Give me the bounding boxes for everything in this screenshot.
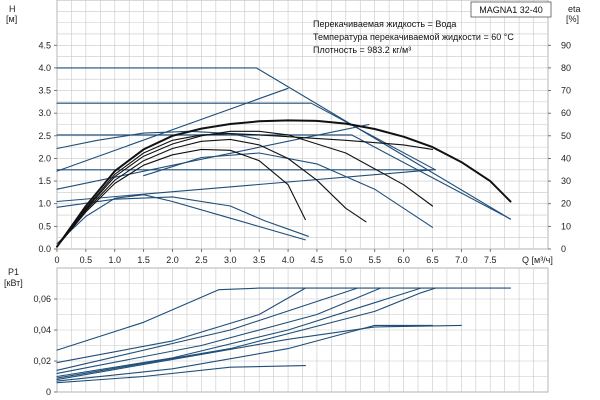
top-y2-tick-label: 60 xyxy=(561,108,571,118)
top-x-tick-label: 5.5 xyxy=(368,255,381,265)
top-chart-ticks: 0.0 0.5 1.0 1.5 2.0 2.5 3.0 3.5 4.0 4.5 0 10 20 30 40 5… xyxy=(38,40,571,265)
top-x-tick-label: 0.5 xyxy=(80,255,93,265)
top-y2-tick-label: 10 xyxy=(561,221,571,231)
top-x-tick-label: 4.0 xyxy=(282,255,295,265)
annotation-temperature: Температура перекачиваемой жидкости = 60… xyxy=(313,32,514,42)
top-y-tick-label: 0.0 xyxy=(38,244,51,254)
top-series-line-1 xyxy=(56,67,512,220)
top-series-line-13 xyxy=(56,138,367,248)
top-y2-tick-label: 70 xyxy=(561,86,571,96)
bottom-y-tick-label: 0 xyxy=(46,387,51,397)
top-series-line-2 xyxy=(56,102,436,171)
top-y-tick-label: 1.5 xyxy=(38,176,51,186)
top-y-tick-label: 2.5 xyxy=(38,131,51,141)
bottom-series-line-5 xyxy=(56,287,422,378)
top-y-tick-label: 2.0 xyxy=(38,153,51,163)
top-series-line-15 xyxy=(56,133,434,248)
bottom-chart-series xyxy=(56,287,512,384)
bottom-y-axis-label-symbol: P1 xyxy=(8,267,19,277)
top-x-tick-label: 7.0 xyxy=(455,255,468,265)
top-x-tick-label: 1.0 xyxy=(109,255,122,265)
bottom-y-axis-label-unit: [кВт] xyxy=(4,278,23,288)
top-x-tick-label: 0 xyxy=(54,255,59,265)
top-y2-tick-label: 40 xyxy=(561,153,571,163)
top-x-tick-label: 2.5 xyxy=(195,255,208,265)
bottom-y-tick-label: 0,04 xyxy=(33,325,51,335)
top-y2-tick-label: 30 xyxy=(561,176,571,186)
top-series-line-5 xyxy=(56,87,289,172)
top-series-line-12 xyxy=(56,148,306,248)
top-y2-tick-label: 50 xyxy=(561,131,571,141)
top-y-tick-label: 1.0 xyxy=(38,199,51,209)
model-label-box xyxy=(470,1,552,18)
top-y2-tick-label: 20 xyxy=(561,199,571,209)
top-x-tick-label: 1.5 xyxy=(137,255,150,265)
top-y-axis-label-unit: [м] xyxy=(6,14,17,24)
top-chart-series xyxy=(56,67,512,248)
top-x-tick-label: 5.0 xyxy=(340,255,353,265)
top-y2-tick-label: 90 xyxy=(561,40,571,50)
top-x-axis-label: Q [м³/ч] xyxy=(522,255,553,265)
bottom-series-line-1 xyxy=(56,287,512,351)
top-series-line-3 xyxy=(56,134,512,220)
bottom-series-line-6 xyxy=(56,287,436,379)
top-y2-axis-label-symbol: eta xyxy=(568,4,581,14)
annotation-fluid: Перекачиваемая жидкость = Вода xyxy=(313,19,456,29)
bottom-series-line-8 xyxy=(56,324,434,382)
top-y-axis-label-symbol: H xyxy=(9,4,16,14)
bottom-series-line-9 xyxy=(56,365,306,384)
top-x-tick-label: 6.0 xyxy=(397,255,410,265)
top-series-line-8 xyxy=(56,169,434,203)
top-y-tick-label: 4.0 xyxy=(38,63,51,73)
bottom-chart-ticks: 0 0,02 0,04 0,06 xyxy=(33,294,57,397)
top-y2-tick-label: 80 xyxy=(561,63,571,73)
annotation-density: Плотность = 983.2 кг/м³ xyxy=(313,45,411,55)
top-y-tick-label: 0.5 xyxy=(38,221,51,231)
top-x-tick-label: 3.5 xyxy=(253,255,266,265)
top-series-line-6 xyxy=(56,130,260,150)
bottom-series-line-7 xyxy=(56,324,462,381)
bottom-series-line-3 xyxy=(56,287,358,371)
model-label: MAGNA1 32-40 xyxy=(479,5,543,15)
top-y-tick-label: 4.5 xyxy=(38,40,51,50)
top-series-line-9 xyxy=(56,196,309,237)
bottom-series-line-2 xyxy=(56,287,306,364)
top-x-tick-label: 2.0 xyxy=(166,255,179,265)
bottom-series-line-4 xyxy=(56,287,382,374)
top-x-tick-label: 4.5 xyxy=(311,255,324,265)
top-chart-grid xyxy=(56,0,549,250)
top-series-line-14 xyxy=(56,130,434,248)
top-x-tick-label: 6.5 xyxy=(426,255,439,265)
bottom-y-tick-label: 0,02 xyxy=(33,356,51,366)
bottom-y-tick-label: 0,06 xyxy=(33,294,51,304)
top-x-tick-label: 3.0 xyxy=(224,255,237,265)
top-series-line-16 xyxy=(56,119,512,248)
top-y2-tick-label: 0 xyxy=(561,244,566,254)
top-y2-axis-label-unit: [%] xyxy=(566,14,579,24)
top-x-tick-label: 7.5 xyxy=(484,255,497,265)
top-y-tick-label: 3.5 xyxy=(38,86,51,96)
top-y-tick-label: 3.0 xyxy=(38,108,51,118)
top-series-line-10 xyxy=(56,194,306,245)
